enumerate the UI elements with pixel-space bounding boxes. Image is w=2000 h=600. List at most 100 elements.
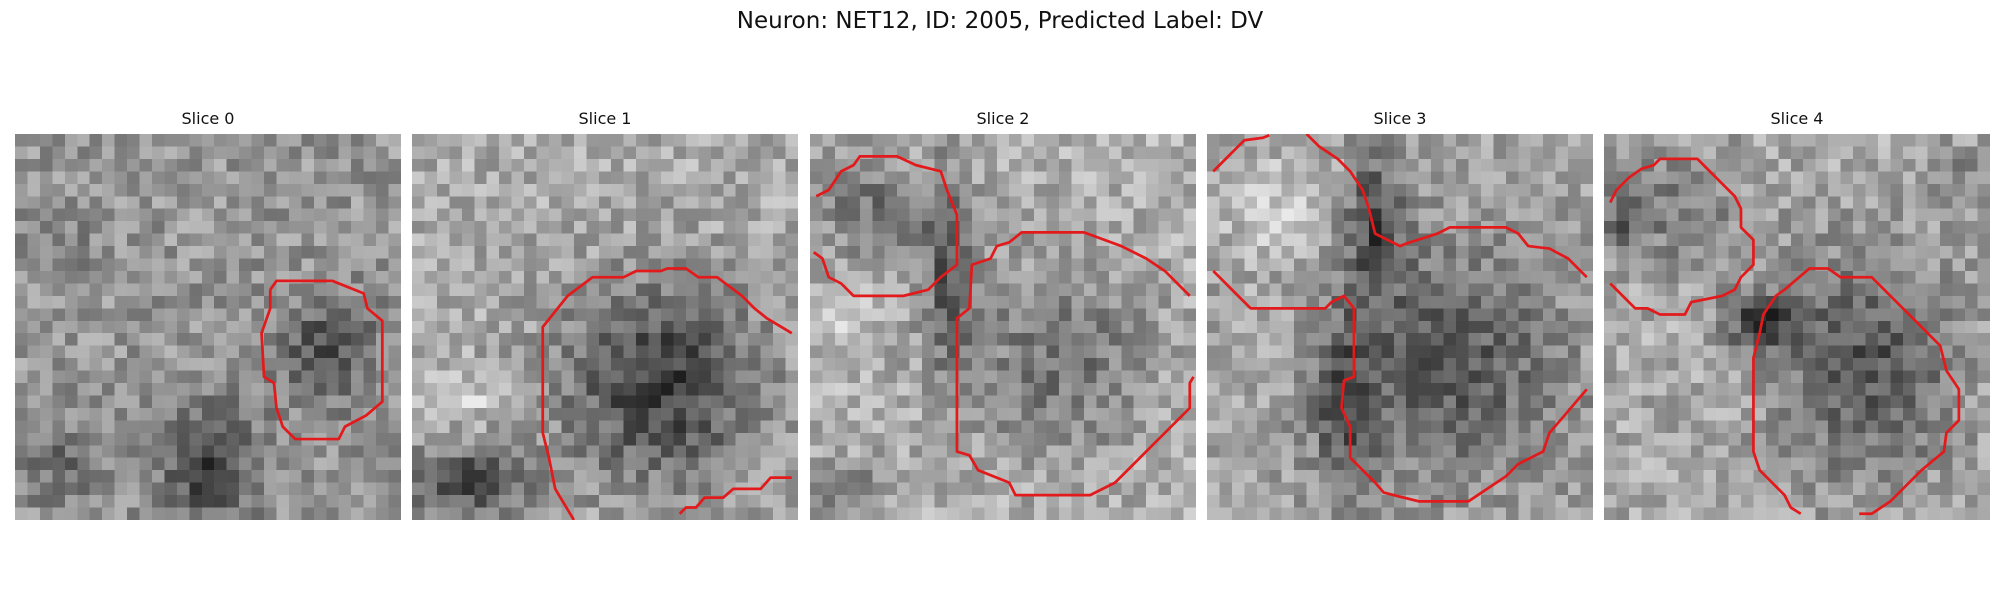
pixel — [226, 358, 240, 371]
pixel — [486, 196, 500, 209]
pixel — [376, 432, 389, 446]
pixel — [785, 233, 798, 247]
pixel — [127, 258, 140, 272]
pixel — [1096, 283, 1110, 297]
pixel — [1765, 233, 1779, 247]
pixel — [661, 420, 674, 434]
pixel — [859, 233, 873, 247]
pixel — [1616, 221, 1630, 234]
pixel — [1071, 246, 1085, 259]
pixel — [1653, 358, 1667, 371]
pixel — [1716, 457, 1729, 471]
pixel — [1865, 495, 1879, 508]
pixel — [760, 295, 774, 309]
pixel — [1133, 208, 1147, 222]
pixel — [561, 457, 575, 471]
pixel — [1927, 358, 1941, 371]
pixel — [1034, 358, 1047, 371]
pixel — [15, 495, 28, 508]
pixel — [1691, 445, 1704, 458]
pixel — [164, 208, 178, 222]
pixel — [1343, 270, 1357, 284]
pixel — [338, 383, 352, 396]
pixel — [1171, 320, 1184, 334]
pixel — [984, 457, 998, 471]
pixel — [1096, 358, 1110, 371]
pixel — [1244, 333, 1258, 346]
pixel — [1740, 370, 1754, 384]
pixel — [151, 495, 165, 508]
pixel — [1381, 333, 1395, 346]
pixel — [201, 208, 215, 222]
pixel — [859, 457, 873, 471]
pixel — [1853, 457, 1866, 471]
pixel — [1740, 270, 1754, 284]
pixel — [524, 358, 537, 371]
pixel — [1480, 134, 1494, 147]
pixel — [1368, 246, 1382, 259]
pixel — [102, 432, 115, 446]
pixel — [685, 457, 699, 471]
pixel — [1269, 295, 1282, 309]
pixel — [1281, 320, 1295, 334]
pixel — [1244, 270, 1258, 284]
pixel — [1493, 295, 1507, 309]
pixel — [1803, 208, 1816, 222]
pixel — [52, 407, 66, 421]
pixel — [214, 158, 227, 172]
pixel — [598, 445, 612, 458]
pixel — [1269, 445, 1282, 458]
pixel — [1480, 208, 1494, 222]
pixel — [52, 270, 66, 284]
pixel — [897, 320, 910, 334]
pixel — [1468, 196, 1482, 209]
pixel — [1381, 308, 1395, 322]
pixel — [151, 196, 165, 209]
pixel — [1840, 134, 1854, 147]
pixel — [810, 158, 823, 172]
pixel — [511, 470, 525, 483]
pixel — [1158, 370, 1172, 384]
pixel — [1269, 358, 1282, 371]
pixel — [1480, 183, 1494, 197]
pixel — [661, 308, 674, 322]
pixel — [561, 407, 575, 421]
pixel — [1641, 495, 1655, 508]
pixel — [1616, 370, 1630, 384]
pixel — [698, 345, 712, 359]
pixel — [1927, 171, 1941, 185]
pixel — [1083, 270, 1097, 284]
pixel — [1604, 445, 1617, 458]
pixel — [139, 395, 153, 409]
pixel — [326, 395, 339, 409]
pixel — [1815, 470, 1829, 483]
pixel — [1530, 320, 1544, 334]
pixel — [511, 445, 525, 458]
pixel — [785, 432, 798, 446]
pixel — [214, 308, 227, 322]
pixel — [499, 345, 512, 359]
pixel — [461, 457, 475, 471]
pixel — [1877, 146, 1891, 160]
pixel — [1902, 420, 1916, 434]
pixel — [872, 370, 885, 384]
slice-title: Slice 2 — [976, 109, 1030, 128]
pixel — [139, 445, 153, 458]
pixel — [151, 270, 165, 284]
pixel — [412, 183, 425, 197]
pixel — [201, 308, 215, 322]
pixel — [1865, 258, 1879, 272]
pixel — [1393, 470, 1407, 483]
pixel — [351, 246, 364, 259]
pixel — [27, 320, 41, 334]
pixel — [1518, 470, 1531, 483]
pixel — [1604, 333, 1617, 346]
pixel — [424, 233, 438, 247]
pixel — [1009, 470, 1022, 483]
pixel — [685, 495, 699, 508]
pixel — [548, 320, 562, 334]
pixel — [1853, 320, 1866, 334]
pixel — [1183, 221, 1196, 234]
pixel — [1790, 457, 1804, 471]
pixel — [1456, 196, 1469, 209]
